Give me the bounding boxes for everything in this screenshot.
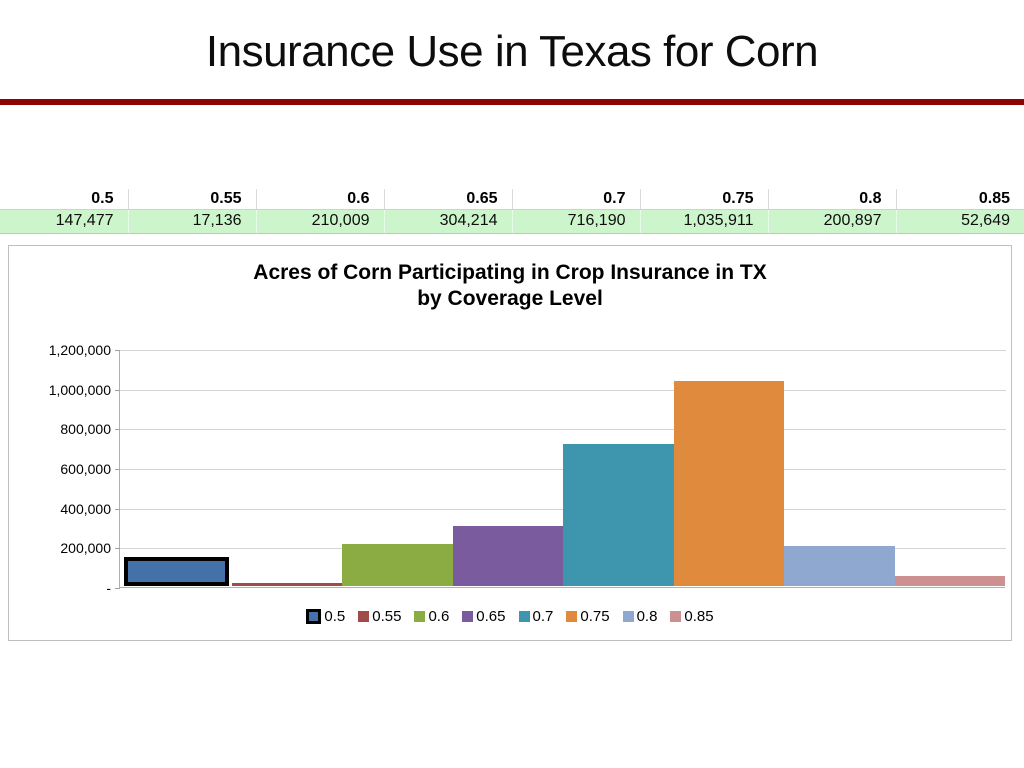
bar-slot bbox=[121, 349, 232, 586]
y-axis-tick bbox=[115, 429, 120, 431]
legend-label: 0.8 bbox=[636, 608, 658, 625]
legend-label: 0.85 bbox=[684, 608, 714, 625]
y-axis-tick-label: 1,200,000 bbox=[48, 342, 111, 358]
legend-item-0.7[interactable]: 0.7 bbox=[518, 608, 554, 625]
table-header-cell: 0.8 bbox=[768, 189, 897, 210]
legend-swatch-icon bbox=[566, 611, 578, 622]
y-axis-tick-label: 1,000,000 bbox=[48, 381, 111, 398]
table-value-cell: 200,897 bbox=[768, 209, 897, 234]
page-title: Insurance Use in Texas for Corn bbox=[205, 27, 819, 76]
bar-0.85[interactable] bbox=[894, 575, 1005, 586]
bar-0.75[interactable] bbox=[673, 380, 784, 586]
gridline bbox=[120, 429, 1006, 431]
bar-slot bbox=[673, 349, 784, 586]
legend-item-0.5[interactable]: 0.5 bbox=[306, 608, 345, 625]
coverage-data-table: 0.5 0.55 0.6 0.65 0.7 0.75 0.8 0.85 147,477 17,1… bbox=[0, 189, 1024, 234]
gridline bbox=[120, 350, 1006, 351]
table-value-row: 147,477 17,136 210,009 304,214 716,190 1,035,… bbox=[0, 209, 1024, 234]
bar-slot bbox=[231, 349, 342, 586]
legend-swatch-icon bbox=[622, 611, 634, 622]
legend-item-0.85[interactable]: 0.85 bbox=[670, 608, 714, 625]
legend-label: 0.5 bbox=[324, 608, 346, 625]
table-value-cell: 716,190 bbox=[512, 209, 641, 234]
chart-legend[interactable]: 0.5 0.55 0.6 0.65 0.7 0.75 0.8 0.85 bbox=[9, 608, 1011, 625]
legend-label: 0.75 bbox=[580, 608, 610, 625]
chart-title-line-1: Acres of Corn Participating in Crop Insu… bbox=[253, 261, 767, 284]
legend-item-0.75[interactable]: 0.75 bbox=[566, 608, 610, 625]
title-divider-rule bbox=[0, 99, 1024, 105]
table-value-cell: 17,136 bbox=[128, 209, 257, 234]
legend-item-0.8[interactable]: 0.8 bbox=[622, 608, 658, 625]
y-axis-tick bbox=[115, 548, 120, 550]
bar-0.65[interactable] bbox=[452, 525, 563, 586]
legend-swatch-icon bbox=[518, 611, 530, 622]
table-value-cell: 210,009 bbox=[256, 209, 385, 234]
table-header-cell: 0.85 bbox=[896, 189, 1024, 210]
bar-0.5[interactable] bbox=[124, 556, 229, 586]
y-axis-tick-label: - bbox=[106, 580, 111, 596]
table-header-cell: 0.75 bbox=[640, 189, 769, 210]
legend-item-0.55[interactable]: 0.55 bbox=[358, 608, 401, 625]
y-axis-tick bbox=[115, 350, 120, 351]
legend-label: 0.6 bbox=[428, 608, 450, 625]
y-axis-tick bbox=[115, 588, 120, 589]
table-header-cell: 0.5 bbox=[0, 189, 129, 210]
y-axis-tick-label: 600,000 bbox=[60, 461, 111, 477]
legend-label: 0.65 bbox=[476, 608, 506, 625]
table-header-cell: 0.65 bbox=[384, 189, 513, 210]
y-axis-tick-label: 400,000 bbox=[60, 500, 111, 517]
gridline bbox=[120, 389, 1006, 391]
table-header-row: 0.5 0.55 0.6 0.65 0.7 0.75 0.8 0.85 bbox=[0, 189, 1024, 210]
bar-slot bbox=[563, 349, 674, 586]
legend-label: 0.55 bbox=[372, 608, 402, 625]
table-header-cell: 0.6 bbox=[256, 189, 385, 210]
table-header-cell: 0.7 bbox=[512, 189, 641, 210]
bar-0.55[interactable] bbox=[231, 582, 342, 586]
y-axis-tick-label: 800,000 bbox=[60, 421, 111, 438]
legend-item-0.6[interactable]: 0.6 bbox=[414, 608, 449, 625]
table-header-cell: 0.55 bbox=[128, 189, 257, 210]
legend-label: 0.7 bbox=[532, 608, 554, 625]
table-value-cell: 147,477 bbox=[0, 209, 129, 234]
legend-swatch-icon bbox=[358, 611, 370, 622]
legend-swatch-icon bbox=[306, 609, 322, 624]
bar-0.7[interactable] bbox=[563, 443, 674, 586]
chart-title-line-2: by Coverage Level bbox=[417, 287, 603, 311]
legend-swatch-icon bbox=[670, 611, 682, 622]
table-value-cell: 304,214 bbox=[384, 209, 513, 234]
bar-slot bbox=[894, 349, 1005, 586]
chart-title: Acres of Corn Participating in Crop Insu… bbox=[9, 260, 1011, 312]
y-axis-tick bbox=[115, 508, 120, 510]
y-axis-tick-label: 200,000 bbox=[60, 540, 111, 557]
legend-swatch-icon bbox=[414, 611, 426, 622]
bar-0.8[interactable] bbox=[784, 546, 895, 586]
plot-area: 1,200,000 1,000,000 800,000 600,000 400,000 2… bbox=[49, 342, 1006, 596]
bar-slot bbox=[784, 349, 895, 586]
bar-series bbox=[121, 349, 1005, 586]
chart-container[interactable]: Acres of Corn Participating in Crop Insu… bbox=[8, 245, 1012, 641]
y-axis-tick bbox=[115, 389, 120, 391]
legend-swatch-icon bbox=[462, 611, 474, 622]
y-axis-tick bbox=[115, 469, 120, 470]
table-value-cell: 1,035,911 bbox=[640, 209, 769, 234]
bar-0.6[interactable] bbox=[342, 544, 453, 586]
legend-item-0.65[interactable]: 0.65 bbox=[462, 608, 506, 625]
table-value-cell: 52,649 bbox=[896, 209, 1024, 234]
bar-slot bbox=[342, 349, 453, 586]
bar-slot bbox=[452, 349, 563, 586]
